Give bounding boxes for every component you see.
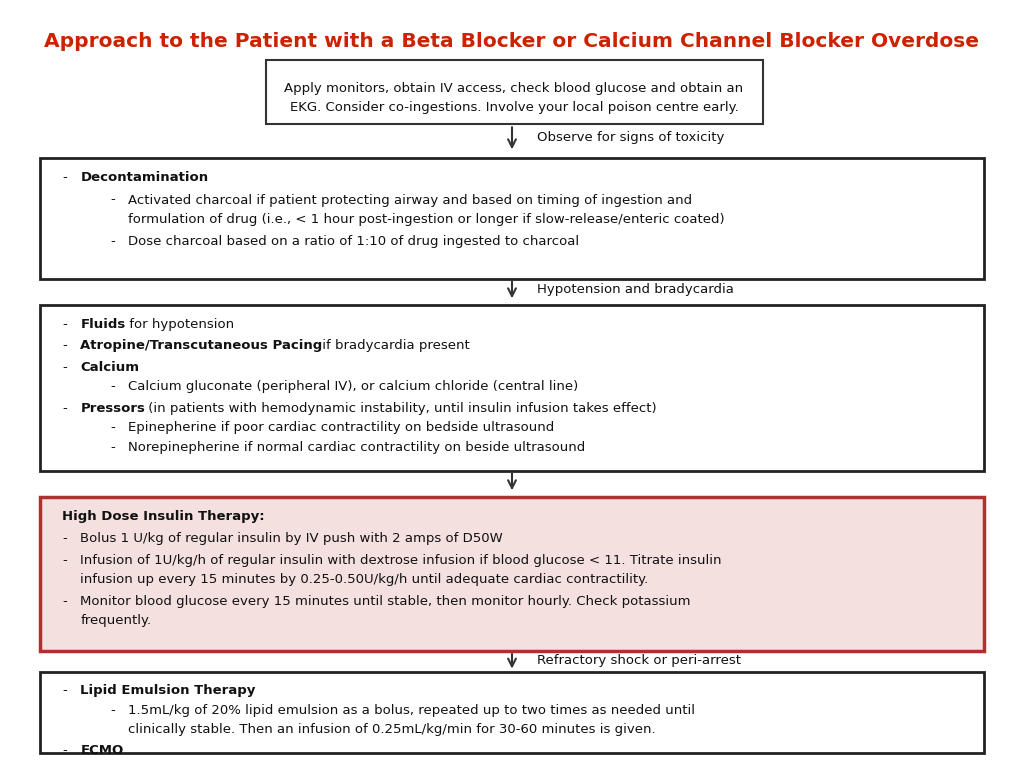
Text: Norepinepherine if normal cardiac contractility on beside ultrasound: Norepinepherine if normal cardiac contra… bbox=[128, 441, 585, 454]
Text: Observe for signs of toxicity: Observe for signs of toxicity bbox=[537, 131, 724, 144]
Text: Activated charcoal if patient protecting airway and based on timing of ingestion: Activated charcoal if patient protecting… bbox=[128, 194, 692, 207]
Text: -: - bbox=[62, 318, 68, 331]
Text: -: - bbox=[62, 744, 68, 757]
FancyBboxPatch shape bbox=[40, 158, 984, 279]
Text: -: - bbox=[62, 402, 68, 415]
Text: -: - bbox=[111, 380, 116, 393]
Text: -: - bbox=[62, 594, 68, 607]
Text: -: - bbox=[62, 684, 68, 697]
Text: EKG. Consider co-ingestions. Involve your local poison centre early.: EKG. Consider co-ingestions. Involve you… bbox=[290, 101, 738, 114]
Text: -: - bbox=[111, 194, 116, 207]
Text: Approach to the Patient with a Beta Blocker or Calcium Channel Blocker Overdose: Approach to the Patient with a Beta Bloc… bbox=[44, 32, 980, 51]
Text: Apply monitors, obtain IV access, check blood glucose and obtain an: Apply monitors, obtain IV access, check … bbox=[285, 82, 743, 95]
Text: Monitor blood glucose every 15 minutes until stable, then monitor hourly. Check : Monitor blood glucose every 15 minutes u… bbox=[81, 594, 691, 607]
Text: -: - bbox=[62, 339, 68, 353]
Text: Calcium: Calcium bbox=[81, 361, 139, 374]
Text: formulation of drug (i.e., < 1 hour post-ingestion or longer if slow-release/ent: formulation of drug (i.e., < 1 hour post… bbox=[128, 213, 724, 226]
FancyBboxPatch shape bbox=[40, 497, 984, 651]
Text: -: - bbox=[62, 361, 68, 374]
Text: -: - bbox=[111, 441, 116, 454]
Text: if bradycardia present: if bradycardia present bbox=[317, 339, 470, 353]
Text: for hypotension: for hypotension bbox=[125, 318, 233, 331]
Text: (in patients with hemodynamic instability, until insulin infusion takes effect): (in patients with hemodynamic instabilit… bbox=[144, 402, 656, 415]
Text: -: - bbox=[62, 171, 68, 184]
Text: Pressors: Pressors bbox=[81, 402, 145, 415]
FancyBboxPatch shape bbox=[40, 305, 984, 471]
FancyBboxPatch shape bbox=[40, 671, 984, 753]
Text: Fluids: Fluids bbox=[81, 318, 126, 331]
Text: Dose charcoal based on a ratio of 1:10 of drug ingested to charcoal: Dose charcoal based on a ratio of 1:10 o… bbox=[128, 234, 579, 247]
Text: -: - bbox=[62, 554, 68, 567]
Text: Refractory shock or peri-arrest: Refractory shock or peri-arrest bbox=[537, 654, 741, 667]
Text: clinically stable. Then an infusion of 0.25mL/kg/min for 30-60 minutes is given.: clinically stable. Then an infusion of 0… bbox=[128, 723, 655, 737]
Text: -: - bbox=[111, 234, 116, 247]
Text: Infusion of 1U/kg/h of regular insulin with dextrose infusion if blood glucose <: Infusion of 1U/kg/h of regular insulin w… bbox=[81, 554, 722, 567]
Text: ECMO: ECMO bbox=[81, 744, 124, 757]
Text: High Dose Insulin Therapy:: High Dose Insulin Therapy: bbox=[62, 510, 265, 523]
Text: -: - bbox=[111, 422, 116, 435]
Text: Atropine/Transcutaneous Pacing: Atropine/Transcutaneous Pacing bbox=[81, 339, 323, 353]
Text: 1.5mL/kg of 20% lipid emulsion as a bolus, repeated up to two times as needed un: 1.5mL/kg of 20% lipid emulsion as a bolu… bbox=[128, 703, 694, 717]
Text: Bolus 1 U/kg of regular insulin by IV push with 2 amps of D50W: Bolus 1 U/kg of regular insulin by IV pu… bbox=[81, 532, 503, 545]
Text: -: - bbox=[111, 703, 116, 717]
Text: Calcium gluconate (peripheral IV), or calcium chloride (central line): Calcium gluconate (peripheral IV), or ca… bbox=[128, 380, 578, 393]
Text: infusion up every 15 minutes by 0.25-0.50U/kg/h until adequate cardiac contracti: infusion up every 15 minutes by 0.25-0.5… bbox=[81, 573, 649, 586]
Text: Epinepherine if poor cardiac contractility on bedside ultrasound: Epinepherine if poor cardiac contractili… bbox=[128, 422, 554, 435]
Text: Decontamination: Decontamination bbox=[81, 171, 209, 184]
Text: Hypotension and bradycardia: Hypotension and bradycardia bbox=[537, 283, 734, 296]
Text: frequently.: frequently. bbox=[81, 614, 152, 627]
FancyBboxPatch shape bbox=[266, 61, 763, 124]
Text: Lipid Emulsion Therapy: Lipid Emulsion Therapy bbox=[81, 684, 256, 697]
Text: -: - bbox=[62, 532, 68, 545]
